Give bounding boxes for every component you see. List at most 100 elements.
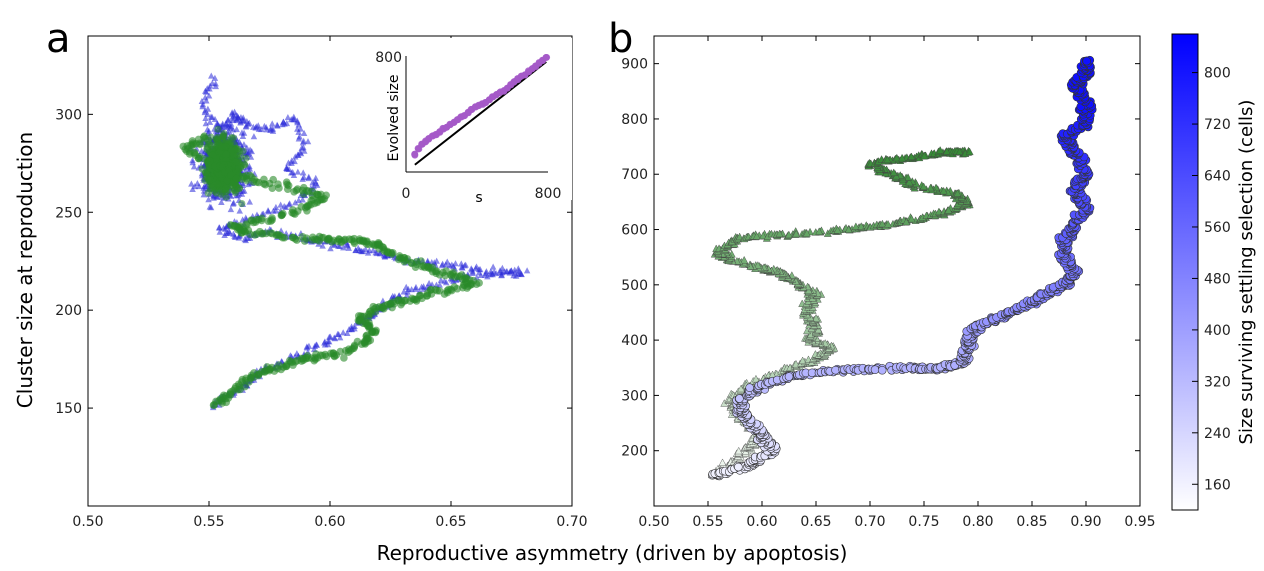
scatter-point [207,204,215,211]
scatter-point [299,169,307,176]
scatter-point [812,314,820,322]
scatter-point [252,178,261,186]
scatter-point [469,269,477,276]
scatter-point [313,181,321,188]
scatter-point [877,365,887,375]
scatter-point [199,101,207,108]
scatter-point [205,92,213,99]
inset-x-tick-label: 800 [535,186,562,202]
colorbar-tick-label: 800 [1204,66,1231,82]
scatter-point [300,129,308,136]
scatter-point [437,276,445,283]
scatter-point [898,153,907,162]
scatter-point [388,250,396,258]
scatter-point [239,147,247,155]
panel-b-x-tick-label: 0.95 [1124,514,1155,530]
scatter-point [462,261,469,268]
scatter-point [246,198,253,205]
panel-b-y-tick-label: 200 [621,444,648,460]
scatter-point [223,177,231,185]
scatter-point [206,176,215,184]
scatter-point [207,133,215,141]
scatter-point [239,117,247,124]
scatter-point [292,199,299,206]
scatter-point [206,118,214,125]
scatter-point [190,163,198,170]
scatter-point [851,222,860,230]
scatter-point [397,300,405,309]
scatter-point [920,151,929,160]
panel-b-frame [653,35,1141,507]
panel-b-y-tick-label: 900 [621,57,648,73]
scatter-point [247,173,256,182]
scatter-point [499,264,506,271]
scatter-point [425,279,433,286]
scatter-point [299,196,306,203]
scatter-point [290,113,298,120]
scatter-point [304,138,312,145]
scatter-point [289,361,297,369]
scatter-point [889,168,898,176]
scatter-point [942,147,951,155]
scatter-point [339,329,347,336]
scatter-point [312,174,319,181]
scatter-point [229,134,238,142]
scatter-point [246,162,253,170]
inset-point [411,150,419,158]
scatter-point [745,383,754,393]
scatter-point [784,230,793,239]
scatter-point [752,374,760,383]
scatter-point [189,159,196,166]
scatter-point [515,267,523,274]
scatter-point [246,119,253,126]
scatter-point [242,154,250,162]
scatter-point [939,186,948,195]
scatter-point [792,229,801,238]
scatter-point [285,165,293,173]
panel-a-y-tick-label: 200 [55,303,82,319]
scatter-point [227,205,235,213]
scatter-point [289,209,298,218]
scatter-point [211,74,219,81]
scatter-point [310,356,318,365]
scatter-point [202,114,209,122]
scatter-point [412,285,419,292]
scatter-point [228,146,236,154]
scatter-point [274,180,282,188]
scatter-point [459,264,466,271]
scatter-point [238,129,246,136]
scatter-point [433,257,440,264]
scatter-point [292,153,299,160]
scatter-point [280,203,288,210]
scatter-point [798,356,807,365]
scatter-point [274,122,281,129]
scatter-point [400,288,408,295]
scatter-point [214,121,222,128]
scatter-point [965,147,974,156]
scatter-point [345,325,353,333]
panel-a-y-tick-label: 150 [55,401,82,417]
scatter-point [239,187,247,194]
panel-a-x-tick-label: 0.65 [435,514,466,530]
scatter-point [277,201,284,208]
colorbar-tick-label: 240 [1204,426,1231,442]
scatter-point [226,171,235,179]
scatter-point [305,175,312,182]
scatter-point [759,231,768,240]
scatter-point [244,234,252,242]
scatter-point [512,272,520,279]
scatter-point [935,207,943,216]
scatter-point [194,154,203,163]
panel-b-x-tick-label: 0.75 [908,514,939,530]
scatter-point [953,189,962,197]
scatter-point [264,207,272,214]
scatter-point [784,372,794,381]
scatter-point [222,143,230,151]
panel-a-x-tick-label: 0.55 [193,514,224,530]
colorbar-tick-label: 560 [1204,220,1231,236]
scatter-point [340,354,348,362]
shared-xlabel: Reproductive asymmetry (driven by apopto… [377,541,848,565]
scatter-point [944,206,953,214]
scatter-point [232,158,240,166]
scatter-point [344,242,351,249]
